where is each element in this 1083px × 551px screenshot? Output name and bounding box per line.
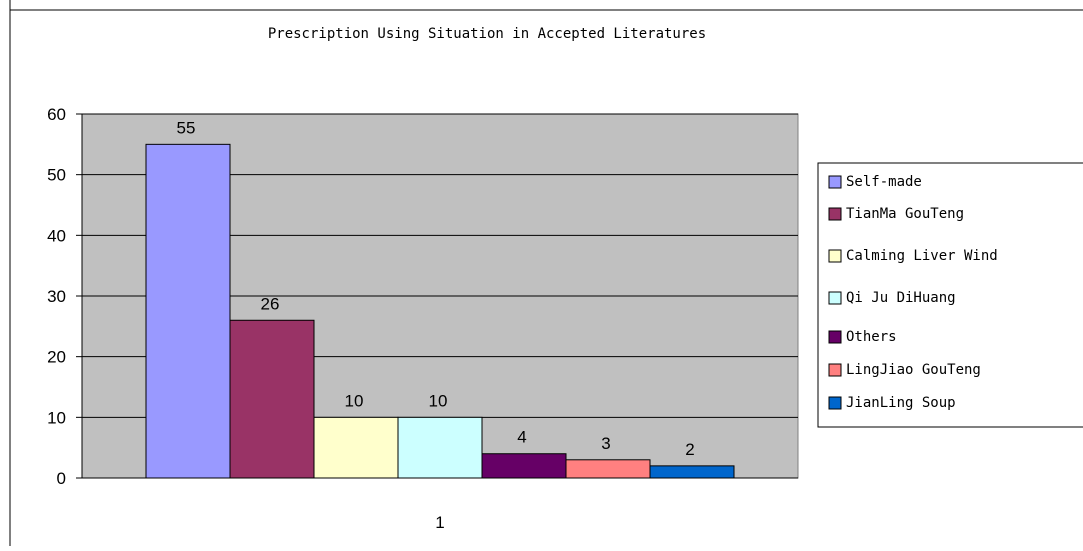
legend-label: Others <box>846 329 897 345</box>
y-tick-label: 60 <box>47 105 66 124</box>
y-tick-label: 0 <box>57 469 66 488</box>
data-label: 55 <box>177 118 196 137</box>
legend-swatch <box>828 291 842 305</box>
data-label: 10 <box>345 391 364 410</box>
legend-swatch <box>828 249 842 263</box>
bar-jianling-soup <box>649 465 735 479</box>
data-label: 4 <box>517 428 526 447</box>
bar-qi-ju-dihuang <box>397 416 483 479</box>
bar-lingjiao-gouteng <box>565 459 651 479</box>
legend-swatch <box>828 363 842 377</box>
legend-label: TianMa GouTeng <box>846 206 964 222</box>
bar-others <box>481 453 567 479</box>
data-label: 2 <box>685 440 694 459</box>
y-tick-label: 20 <box>47 348 66 367</box>
legend-box <box>817 162 1083 428</box>
bar-self-made <box>145 143 231 479</box>
legend-swatch <box>828 175 842 189</box>
legend: Self-made TianMa GouTeng Calming Liver Win… <box>817 162 1083 428</box>
y-tick-label: 30 <box>47 287 66 306</box>
data-label: 26 <box>261 294 280 313</box>
legend-label: Qi Ju DiHuang <box>846 290 956 306</box>
y-tick-label: 40 <box>47 226 66 245</box>
legend-label: Calming Liver Wind <box>846 248 998 264</box>
data-label: 10 <box>429 391 448 410</box>
legend-label: JianLing Soup <box>846 395 956 411</box>
y-tick-label: 10 <box>47 408 66 427</box>
legend-label: LingJiao GouTeng <box>846 362 981 378</box>
legend-swatch <box>828 330 842 344</box>
y-tick-label: 50 <box>47 166 66 185</box>
legend-label: Self-made <box>846 174 922 190</box>
x-category-label: 1 <box>435 513 444 532</box>
bar-calming-liver-wind <box>313 416 399 479</box>
bar-tianma-gouteng <box>229 319 315 479</box>
legend-swatch <box>828 396 842 410</box>
plot-area: 0 10 20 30 40 50 60 55 26 10 10 4 3 2 1 <box>47 105 799 532</box>
data-label: 3 <box>601 434 610 453</box>
chart-title: Prescription Using Situation in Accepted… <box>268 26 706 42</box>
legend-swatch <box>828 207 842 221</box>
